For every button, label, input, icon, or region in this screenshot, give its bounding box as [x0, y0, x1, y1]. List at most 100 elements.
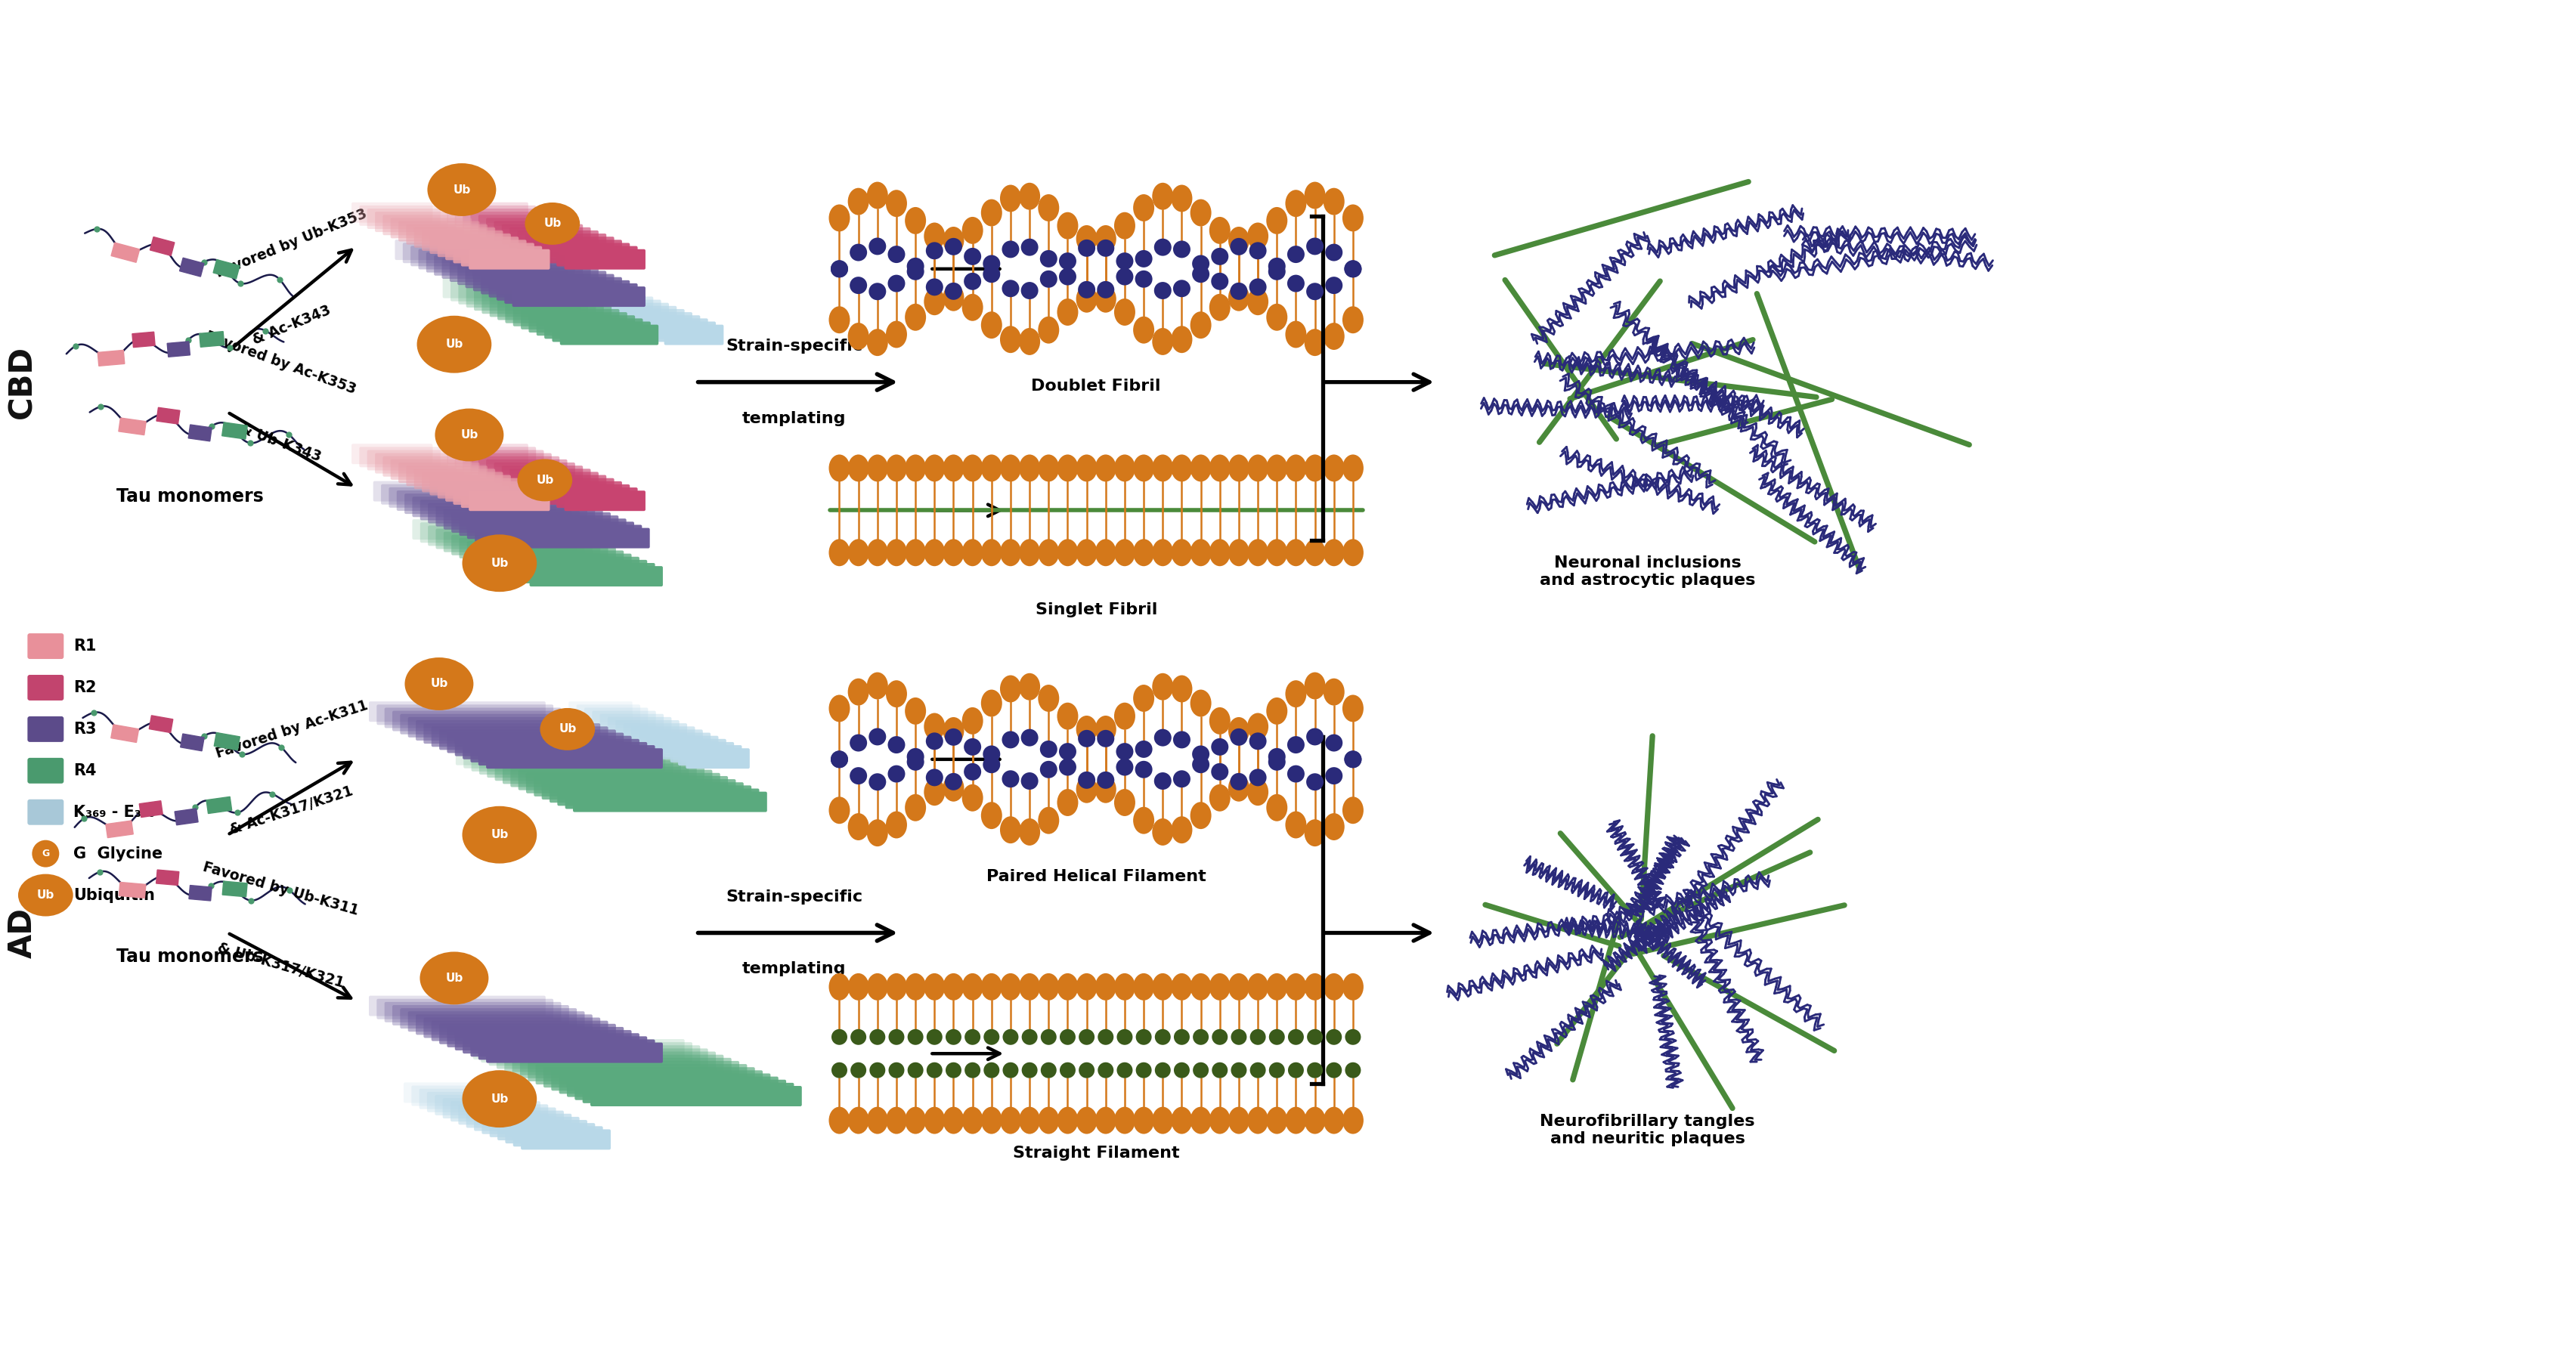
Text: templating: templating — [742, 411, 845, 426]
FancyBboxPatch shape — [497, 1120, 587, 1140]
Circle shape — [1324, 767, 1342, 784]
FancyBboxPatch shape — [523, 563, 654, 584]
Ellipse shape — [1095, 1106, 1115, 1133]
Polygon shape — [106, 821, 134, 837]
FancyBboxPatch shape — [466, 288, 564, 307]
Ellipse shape — [461, 806, 536, 863]
FancyBboxPatch shape — [392, 711, 569, 731]
Ellipse shape — [1095, 539, 1115, 566]
FancyBboxPatch shape — [456, 745, 649, 765]
Circle shape — [1249, 241, 1267, 259]
Circle shape — [1267, 747, 1285, 765]
Circle shape — [1211, 248, 1229, 265]
FancyBboxPatch shape — [510, 767, 703, 787]
Circle shape — [1231, 282, 1247, 300]
Circle shape — [927, 1028, 943, 1045]
FancyBboxPatch shape — [376, 211, 456, 232]
Ellipse shape — [1247, 1106, 1267, 1133]
Circle shape — [1136, 270, 1151, 288]
FancyBboxPatch shape — [350, 202, 433, 222]
FancyBboxPatch shape — [384, 214, 464, 235]
FancyBboxPatch shape — [518, 231, 598, 251]
FancyBboxPatch shape — [526, 475, 605, 495]
Circle shape — [1175, 1028, 1190, 1045]
FancyBboxPatch shape — [513, 1054, 724, 1075]
FancyBboxPatch shape — [482, 547, 616, 567]
FancyBboxPatch shape — [471, 453, 551, 473]
Circle shape — [907, 1063, 922, 1078]
Text: G  Glycine: G Glycine — [75, 846, 162, 861]
FancyBboxPatch shape — [649, 318, 708, 338]
Circle shape — [1231, 237, 1247, 255]
Ellipse shape — [829, 539, 850, 566]
Polygon shape — [180, 734, 204, 752]
Ellipse shape — [1342, 539, 1363, 566]
Circle shape — [889, 246, 904, 263]
Ellipse shape — [518, 460, 572, 502]
Ellipse shape — [904, 1106, 925, 1133]
Ellipse shape — [904, 454, 925, 481]
Circle shape — [963, 738, 981, 756]
Circle shape — [868, 282, 886, 300]
Polygon shape — [180, 258, 204, 277]
Circle shape — [945, 1028, 961, 1045]
Ellipse shape — [1038, 974, 1059, 1000]
Circle shape — [829, 261, 848, 278]
FancyBboxPatch shape — [376, 453, 456, 473]
Ellipse shape — [1324, 454, 1345, 481]
Circle shape — [832, 1063, 848, 1078]
Circle shape — [1306, 773, 1324, 791]
Ellipse shape — [1285, 812, 1306, 839]
Ellipse shape — [829, 454, 850, 481]
FancyBboxPatch shape — [531, 566, 662, 587]
Circle shape — [1154, 1063, 1170, 1078]
FancyBboxPatch shape — [451, 281, 549, 301]
Circle shape — [1288, 274, 1303, 292]
FancyBboxPatch shape — [461, 246, 541, 266]
FancyBboxPatch shape — [420, 522, 554, 543]
FancyBboxPatch shape — [556, 786, 752, 806]
FancyBboxPatch shape — [502, 764, 696, 784]
FancyBboxPatch shape — [394, 240, 528, 261]
Circle shape — [963, 762, 981, 780]
Ellipse shape — [1172, 539, 1193, 566]
Ellipse shape — [1095, 285, 1115, 312]
Circle shape — [1193, 266, 1211, 282]
Ellipse shape — [1190, 539, 1211, 566]
Circle shape — [1023, 1063, 1038, 1078]
Circle shape — [1324, 734, 1342, 752]
Ellipse shape — [961, 784, 984, 812]
Ellipse shape — [1303, 454, 1327, 481]
Polygon shape — [157, 870, 178, 885]
Ellipse shape — [1151, 674, 1172, 700]
FancyBboxPatch shape — [618, 306, 677, 326]
Ellipse shape — [1208, 784, 1231, 812]
FancyBboxPatch shape — [479, 214, 559, 235]
Ellipse shape — [1190, 802, 1211, 829]
FancyBboxPatch shape — [422, 472, 502, 492]
FancyBboxPatch shape — [407, 224, 487, 244]
Ellipse shape — [1056, 454, 1079, 481]
Ellipse shape — [1324, 974, 1345, 1000]
Text: Favored by Ub-K353: Favored by Ub-K353 — [214, 206, 368, 280]
FancyBboxPatch shape — [456, 1030, 631, 1050]
FancyBboxPatch shape — [451, 513, 611, 533]
Ellipse shape — [1324, 1106, 1345, 1133]
Ellipse shape — [961, 1106, 984, 1133]
Circle shape — [1136, 741, 1151, 758]
Circle shape — [1077, 772, 1095, 788]
Ellipse shape — [1285, 454, 1306, 481]
Ellipse shape — [999, 675, 1020, 702]
Circle shape — [868, 773, 886, 791]
FancyBboxPatch shape — [425, 252, 559, 273]
Text: Favored by Ac-K311: Favored by Ac-K311 — [214, 698, 371, 761]
Polygon shape — [98, 351, 124, 366]
Circle shape — [984, 1063, 999, 1078]
Ellipse shape — [848, 678, 868, 705]
Ellipse shape — [868, 1106, 889, 1133]
Ellipse shape — [886, 454, 907, 481]
Text: Ub: Ub — [453, 184, 471, 195]
Circle shape — [963, 273, 981, 291]
Ellipse shape — [1267, 697, 1288, 724]
Ellipse shape — [1020, 818, 1041, 846]
